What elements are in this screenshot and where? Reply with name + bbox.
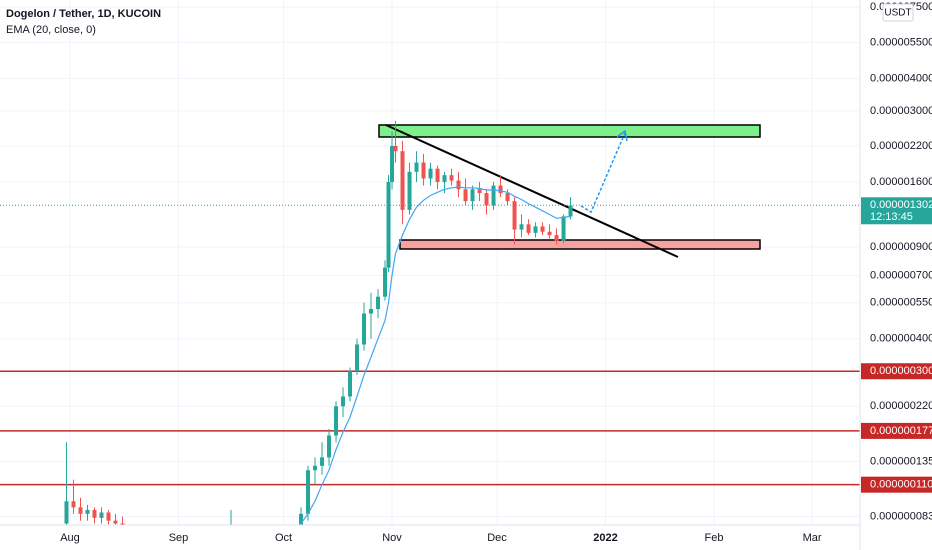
level-label: 0.000000177 bbox=[870, 425, 932, 437]
last-price-label: 0.000001302 bbox=[870, 199, 932, 211]
candle-body bbox=[407, 171, 412, 210]
level-label-box bbox=[861, 363, 932, 380]
candle-body bbox=[414, 162, 419, 172]
x-tick-label: 2022 bbox=[593, 532, 617, 544]
candle-body bbox=[484, 193, 489, 206]
candle-body bbox=[390, 145, 395, 182]
candle-body bbox=[477, 189, 482, 194]
candle-body bbox=[526, 224, 531, 233]
candle-body bbox=[99, 512, 104, 518]
candle-body bbox=[393, 145, 398, 152]
candle-body bbox=[320, 457, 325, 466]
candle-body bbox=[71, 501, 76, 508]
y-tick-label: 0.000004000 bbox=[870, 72, 932, 84]
candle-body bbox=[313, 465, 318, 471]
candle-body bbox=[362, 313, 367, 345]
candle-body bbox=[456, 180, 461, 190]
candle-body bbox=[306, 470, 311, 514]
drawings bbox=[0, 124, 860, 486]
y-tick-label: 0.000005500 bbox=[870, 36, 932, 48]
candle-body bbox=[113, 520, 118, 524]
y-tick-label: 0.000001600 bbox=[870, 176, 932, 188]
candle-body bbox=[519, 224, 524, 230]
resistance-zone bbox=[378, 124, 761, 138]
candle-body bbox=[78, 507, 83, 514]
y-tick-label: 0.000000550 bbox=[870, 297, 932, 309]
candle-body bbox=[327, 435, 332, 458]
projection-arrow bbox=[580, 132, 626, 214]
ema-line bbox=[299, 186, 571, 525]
x-tick-label: Sep bbox=[169, 532, 189, 544]
y-tick-label: 0.000000400 bbox=[870, 333, 932, 345]
candle-body bbox=[435, 168, 440, 182]
candle-body bbox=[64, 501, 69, 524]
arrow-head bbox=[616, 129, 628, 142]
level-label-box bbox=[861, 422, 932, 439]
countdown: 12:13:45 bbox=[870, 211, 913, 223]
y-tick-label: 0.000000220 bbox=[870, 400, 932, 412]
candle-body bbox=[554, 235, 559, 241]
y-tick-label: 0.000000700 bbox=[870, 269, 932, 281]
candle-body bbox=[341, 396, 346, 407]
level-label-box bbox=[861, 476, 932, 493]
candle-body bbox=[498, 185, 503, 194]
y-tick-label: 0.000000135 bbox=[870, 455, 932, 467]
y-tick-label: 0.000003000 bbox=[870, 105, 932, 117]
support-zone bbox=[399, 239, 761, 250]
candle-body bbox=[400, 151, 405, 210]
trend-line bbox=[385, 124, 679, 258]
currency-badge[interactable] bbox=[882, 3, 914, 22]
candle-body bbox=[421, 162, 426, 179]
x-tick-label: Feb bbox=[705, 532, 724, 544]
candle-body bbox=[92, 509, 97, 518]
currency: USDT bbox=[884, 8, 911, 19]
candle-body bbox=[386, 181, 391, 268]
candle-body bbox=[355, 344, 360, 372]
y-tick-label: 0.000000900 bbox=[870, 241, 932, 253]
x-tick-label: Nov bbox=[382, 532, 402, 544]
x-tick-label: Aug bbox=[60, 532, 80, 544]
candle-body bbox=[442, 175, 447, 182]
x-tick-label: Mar bbox=[803, 532, 822, 544]
candle-body bbox=[449, 175, 454, 181]
grid bbox=[0, 0, 860, 525]
level-label: 0.000000300 bbox=[870, 365, 932, 377]
candle-body bbox=[547, 231, 552, 236]
candle-body bbox=[568, 205, 573, 217]
last-price-box bbox=[861, 197, 932, 225]
candle-body bbox=[348, 371, 353, 397]
chart-title: Dogelon / Tether, 1D, KUCOIN bbox=[6, 8, 161, 20]
candle-body bbox=[376, 296, 381, 310]
y-tick-label: 0.000000083 bbox=[870, 510, 932, 522]
series bbox=[64, 120, 573, 525]
level-label: 0.000000110 bbox=[870, 479, 932, 491]
candle-body bbox=[512, 201, 517, 230]
candle-body bbox=[383, 267, 388, 297]
candle-body bbox=[540, 226, 545, 232]
candle-body bbox=[299, 513, 304, 525]
candle-body bbox=[120, 523, 125, 525]
candle-body bbox=[505, 193, 510, 202]
indicator-label: EMA (20, close, 0) bbox=[6, 24, 96, 36]
candle-body bbox=[369, 309, 374, 314]
y-tick-label: 0.000002200 bbox=[870, 140, 932, 152]
x-tick-label: Oct bbox=[275, 532, 292, 544]
candle-body bbox=[470, 189, 475, 202]
candle-body bbox=[491, 185, 496, 206]
x-tick-label: Dec bbox=[487, 532, 507, 544]
candle-body bbox=[85, 509, 90, 514]
candle-body bbox=[561, 216, 566, 241]
candle-body bbox=[106, 512, 111, 521]
candle-body bbox=[463, 189, 468, 202]
candle-body bbox=[533, 226, 538, 233]
candle-body bbox=[334, 406, 339, 436]
candle-body bbox=[428, 168, 433, 179]
